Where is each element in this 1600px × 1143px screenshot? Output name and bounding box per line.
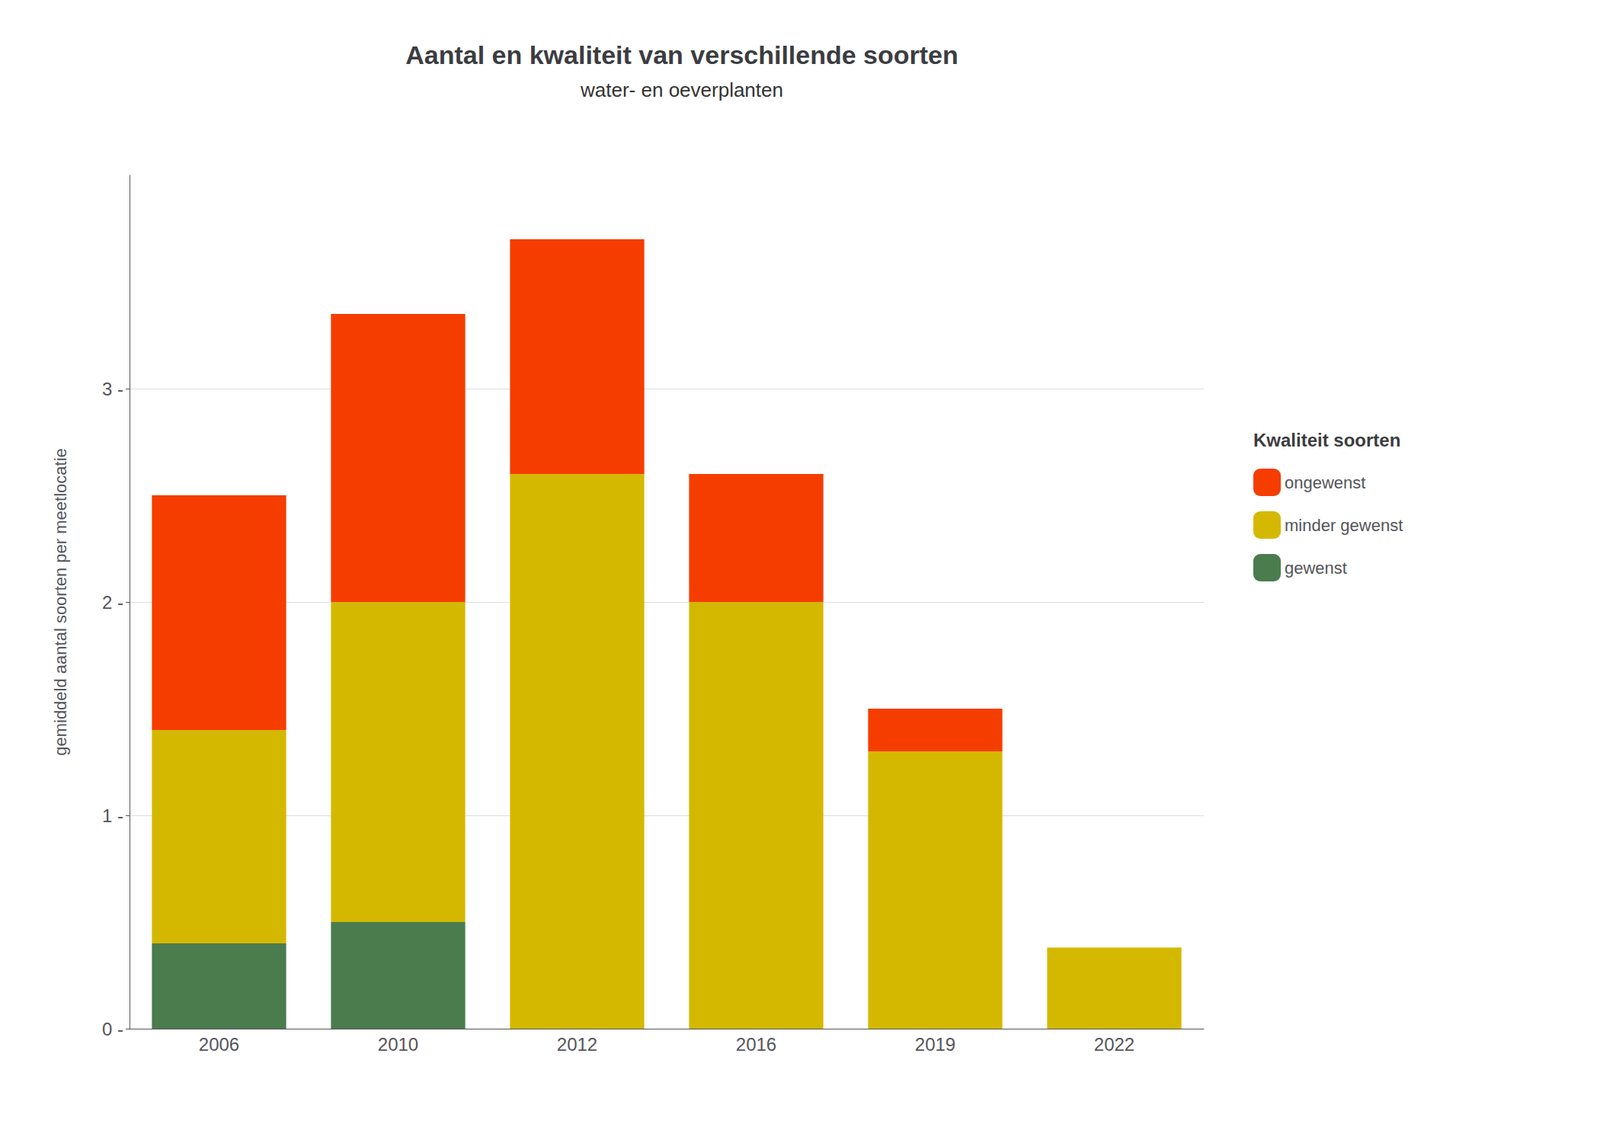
svg-text:2022: 2022 bbox=[1094, 1033, 1135, 1055]
svg-text:gemiddeld aantal soorten per m: gemiddeld aantal soorten per meetlocatie bbox=[51, 448, 71, 756]
svg-text:0 -: 0 - bbox=[102, 1018, 124, 1040]
svg-text:2010: 2010 bbox=[377, 1033, 419, 1055]
svg-text:Kwaliteit soorten: Kwaliteit soorten bbox=[1253, 429, 1401, 451]
svg-text:2006: 2006 bbox=[198, 1033, 240, 1055]
svg-text:ongewenst: ongewenst bbox=[1284, 473, 1366, 493]
svg-text:Aantal en kwaliteit van versch: Aantal en kwaliteit van verschillende so… bbox=[405, 40, 959, 70]
svg-text:2012: 2012 bbox=[556, 1033, 598, 1055]
svg-text:2016: 2016 bbox=[736, 1033, 777, 1055]
svg-text:2 -: 2 - bbox=[102, 592, 124, 613]
svg-text:water- en oeverplanten: water- en oeverplanten bbox=[579, 78, 784, 102]
svg-text:gewenst: gewenst bbox=[1284, 558, 1348, 578]
svg-text:minder gewenst: minder gewenst bbox=[1284, 515, 1403, 535]
svg-text:2019: 2019 bbox=[915, 1033, 956, 1055]
svg-text:1 -: 1 - bbox=[102, 805, 124, 826]
svg-text:3 -: 3 - bbox=[102, 378, 124, 400]
